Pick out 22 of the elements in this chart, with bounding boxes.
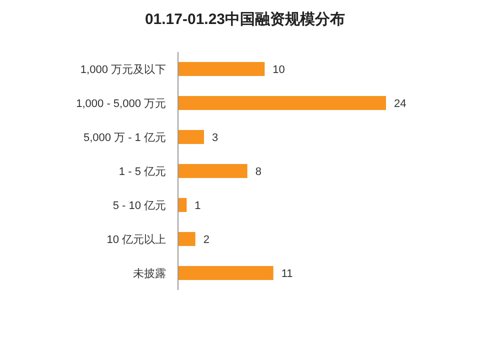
data-label: 11 [281,268,293,280]
bar [178,198,187,212]
y-tick-label: 未披露 [133,267,166,280]
bar [178,266,274,280]
bar [178,130,204,144]
y-tick-label: 1,000 - 5,000 万元 [76,98,166,110]
y-tick-label: 10 亿元以上 [106,233,166,246]
y-tick-label: 1 - 5 亿元 [118,166,166,178]
data-label: 1 [194,200,201,212]
y-tick-label: 1,000 万元及以下 [80,63,166,76]
bar [178,232,196,246]
y-tick-label: 5,000 万 - 1 亿元 [83,132,166,144]
data-label: 10 [272,64,285,76]
data-label: 8 [255,166,262,178]
bar [178,164,248,178]
chart-title: 01.17-01.23中国融资规模分布 [144,11,346,28]
bar [178,96,386,110]
data-label: 24 [394,98,406,110]
data-label: 2 [203,234,210,246]
data-label: 3 [212,132,218,144]
bar [178,62,265,76]
y-tick-label: 5 - 10 亿元 [112,200,166,212]
